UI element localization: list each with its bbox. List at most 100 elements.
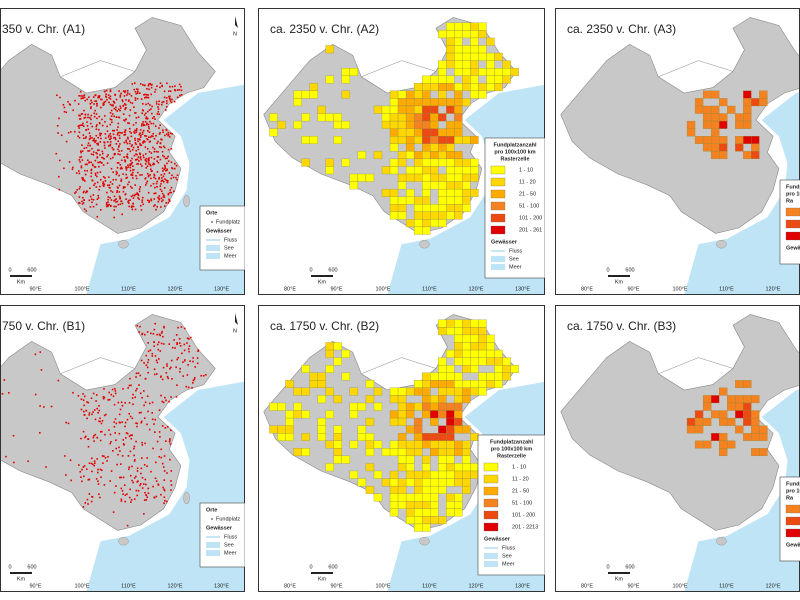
site-dot [163,479,166,481]
grid-cell [389,113,399,122]
site-dot [82,506,85,508]
scale-label: Km [17,279,26,285]
scale-label: 600 [27,564,36,570]
grid-cell [751,425,760,434]
site-dot [88,493,91,495]
site-dot [106,155,108,158]
grid-cell [301,387,310,396]
site-dot [146,165,149,168]
site-dot [89,195,92,198]
grid-cell [381,120,391,129]
site-dot [157,108,160,110]
grid-cell [759,448,768,457]
grid-cell [413,523,423,532]
site-dot [164,427,167,429]
site-dot [94,159,97,162]
site-dot [158,197,160,200]
site-dot [107,145,110,147]
grid-cell [462,395,471,404]
site-dot [144,442,146,445]
site-dot [40,369,43,371]
grid-cell [397,395,407,404]
grid-cell [381,188,391,197]
site-dot [72,391,74,394]
site-dot [57,379,60,382]
site-dot [131,465,133,468]
site-dot [90,107,92,110]
site-dot [137,194,140,197]
site-dot [127,201,129,203]
grid-cell [710,410,720,419]
grid-cell [430,433,439,441]
site-dot [156,156,159,158]
site-dot [146,465,148,468]
site-dot [82,191,85,194]
grid-cell [430,478,439,487]
site-dot [158,178,160,180]
site-dot [81,113,84,115]
site-dot [114,137,117,139]
grid-cell [349,402,359,411]
site-dot [127,164,129,167]
grid-cell [430,372,439,381]
site-dot [108,101,110,104]
site-dot [124,425,126,428]
site-dot [157,151,159,153]
site-dot [118,116,120,119]
site-dot [63,106,66,109]
grid-cell [413,516,423,525]
site-dot [147,158,149,160]
grid-cell [470,387,479,396]
site-dot [67,131,70,134]
site-dot [100,162,103,164]
grid-cell [325,463,334,472]
site-dot [84,163,87,166]
grid-cell [494,349,503,358]
site-dot [155,480,158,482]
site-dot [155,208,157,211]
legend-class-label: 1 - 10 [519,167,533,173]
site-dot [154,192,157,195]
site-dot [115,201,117,203]
grid-cell [389,485,399,494]
site-dot [108,134,110,137]
site-dot [115,143,118,145]
site-dot [120,476,123,479]
grid-cell [478,387,487,396]
site-dot [87,159,89,162]
site-dot [81,144,83,146]
site-dot [99,141,102,143]
site-dot [126,493,128,495]
site-dot [96,156,99,158]
site-dot [104,133,107,135]
site-dot [123,119,125,121]
site-dot [121,99,124,101]
grid-cell [462,188,471,197]
grid-cell [430,501,439,509]
grid-cell [317,433,326,441]
grid-cell [301,448,310,457]
site-dot [104,90,106,93]
site-dot [148,402,151,405]
grid-cell [478,83,487,91]
site-dot [169,132,172,135]
site-dot [142,203,145,206]
site-dot [94,462,96,465]
site-dot [148,141,151,143]
grid-cell [301,113,310,122]
site-dot [132,194,134,197]
grid-cell [462,60,471,69]
grid-cell [389,387,399,396]
site-dot [124,119,126,122]
sea [684,92,800,295]
legend-swatch [483,474,499,484]
site-dot [153,368,156,371]
site-dot [118,131,120,134]
site-dot [163,489,166,492]
site-dot [180,89,183,92]
site-dot [167,155,169,158]
grid-cell [743,105,752,114]
grid-cell [454,166,463,175]
site-dot [171,133,174,135]
site-dot [129,450,132,453]
